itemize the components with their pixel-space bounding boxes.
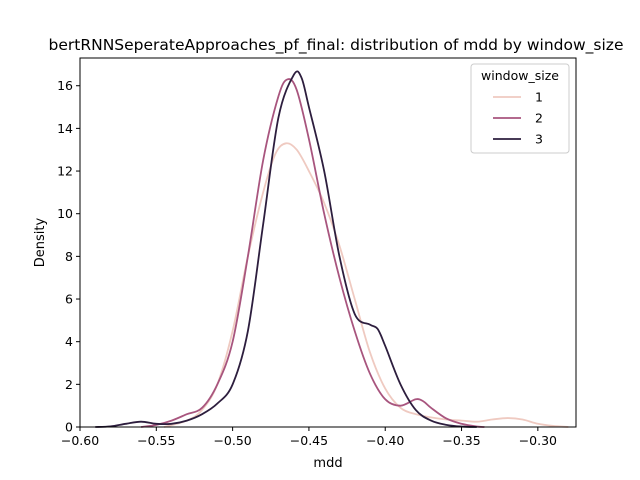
x-tick-label: −0.35	[442, 433, 480, 448]
x-tick-label: −0.30	[519, 433, 557, 448]
legend-box	[470, 63, 570, 154]
y-tick-label: 16	[57, 78, 73, 93]
x-tick-label: −0.60	[61, 433, 99, 448]
plot-area	[79, 57, 577, 428]
legend-label-2: 2	[535, 111, 543, 126]
y-tick-label: 2	[65, 377, 73, 392]
legend-label-3: 3	[535, 132, 543, 147]
y-axis-label: Density	[33, 217, 48, 267]
x-tick-label: −0.50	[213, 433, 251, 448]
legend-label-1: 1	[535, 90, 543, 105]
y-tick-label: 4	[65, 334, 73, 349]
series-line-1	[163, 142, 569, 428]
axes-frame	[79, 57, 577, 428]
series-line-3	[95, 70, 477, 428]
series-layer	[95, 70, 569, 428]
legend: window_size 1 2 3	[470, 63, 570, 154]
legend-items: 1 2 3	[493, 90, 543, 147]
y-axis: 0 2 4 6 8 10 12 14 16	[57, 78, 80, 435]
legend-title: window_size	[481, 68, 559, 83]
y-tick-label: 12	[57, 164, 73, 179]
y-tick-label: 6	[65, 292, 73, 307]
chart-title: bertRNNSeperateApproaches_pf_final: dist…	[49, 36, 624, 55]
y-tick-label: 10	[57, 206, 73, 221]
y-tick-label: 14	[57, 121, 73, 136]
x-tick-label: −0.40	[366, 433, 404, 448]
x-tick-label: −0.45	[290, 433, 328, 448]
series-line-2	[140, 78, 485, 428]
x-axis-label: mdd	[313, 456, 342, 471]
y-tick-label: 8	[65, 249, 73, 264]
x-axis: −0.60 −0.55 −0.50 −0.45 −0.40 −0.35 −0.30	[61, 427, 557, 448]
x-tick-label: −0.55	[137, 433, 175, 448]
y-tick-label: 0	[65, 420, 73, 435]
